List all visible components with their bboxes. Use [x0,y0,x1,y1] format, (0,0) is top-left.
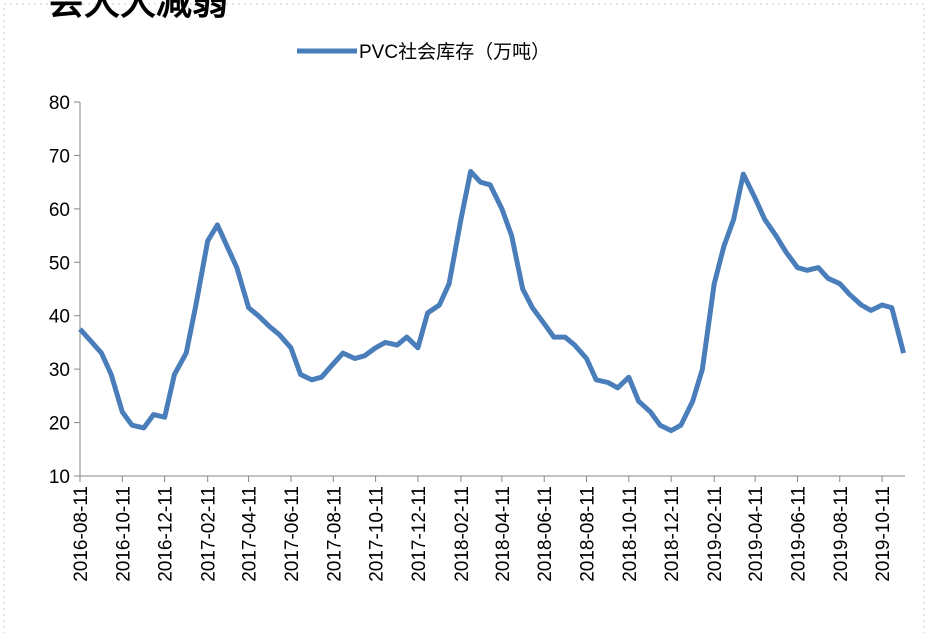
y-tick-label: 10 [49,467,70,488]
y-tick-label: 70 [49,146,70,167]
y-tick-label: 60 [49,200,70,221]
x-tick-label: 2017-02-11 [199,486,220,582]
x-tick-label: 2016-12-11 [156,486,177,582]
x-tick-label: 2016-10-11 [113,486,134,582]
data-line [78,169,907,434]
x-tick-label: 2019-02-11 [705,486,726,582]
chart-title: 会大大减弱 [48,0,228,22]
legend-label: PVC社会库存（万吨） [359,41,550,63]
x-tick-label: 2018-04-11 [493,486,514,582]
x-tick-label: 2018-06-11 [535,486,556,582]
x-tick-label: 2018-10-11 [620,486,641,582]
y-tick-label: 20 [49,414,70,435]
x-tick-label: 2019-04-11 [746,486,767,582]
x-tick-label: 2018-02-11 [452,486,473,582]
x-tick-label: 2017-06-11 [282,486,303,582]
y-tick-label: 50 [49,253,70,274]
x-tick-label: 2017-08-11 [324,486,345,582]
x-tick-label: 2017-10-11 [367,486,388,582]
x-tick-label: 2019-08-11 [831,486,852,582]
x-tick-label: 2019-10-11 [873,486,894,582]
x-tick-label: 2018-12-11 [662,486,683,582]
x-tick-label: 2019-06-11 [788,486,809,582]
x-tick-label: 2018-08-11 [578,486,599,582]
y-tick-label: 30 [49,360,70,381]
y-tick-label: 80 [49,93,70,114]
x-tick-label: 2016-08-11 [71,486,92,582]
x-tick-label: 2017-12-11 [409,486,430,582]
y-tick-label: 40 [49,307,70,328]
x-tick-label: 2017-04-11 [240,486,261,582]
